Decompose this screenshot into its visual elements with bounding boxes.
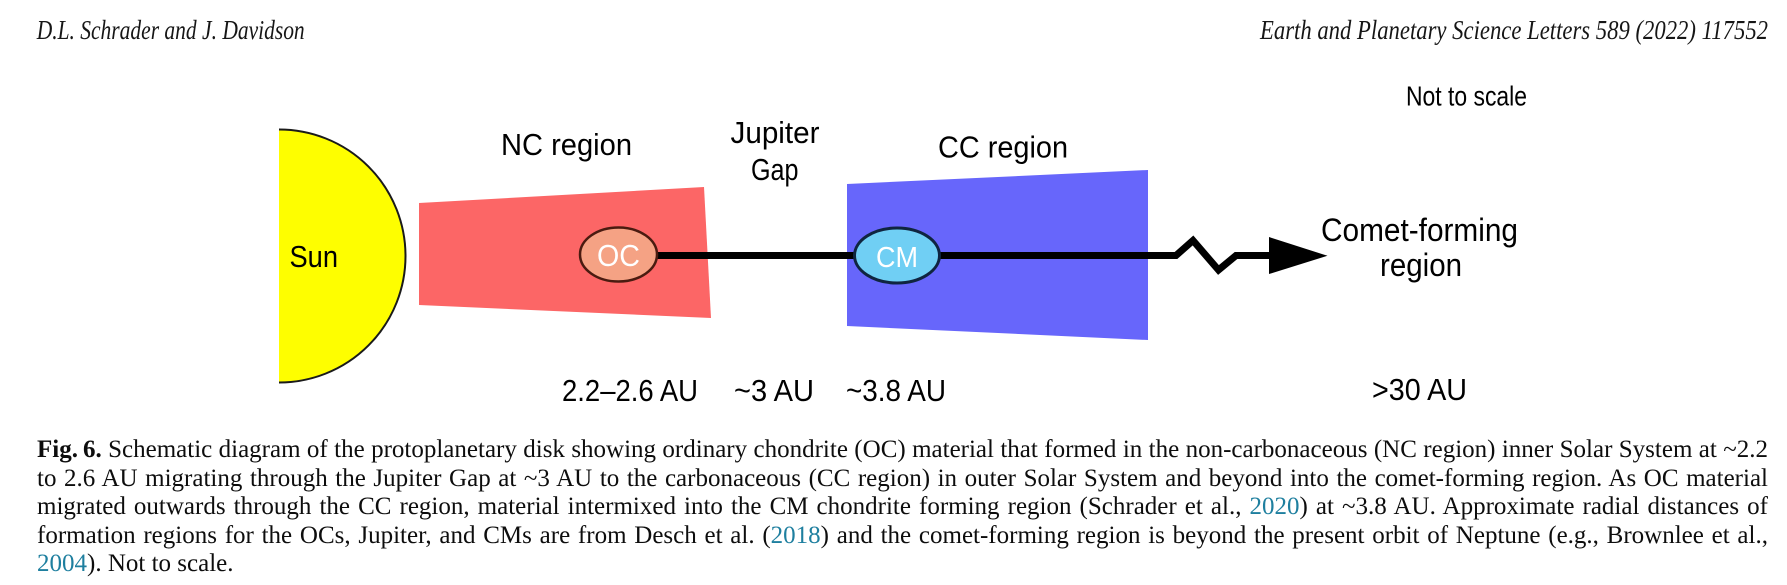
svg-text:Sun: Sun: [290, 239, 339, 274]
svg-text:Earth and Planetary Science Le: Earth and Planetary Science Letters 589 …: [1259, 15, 1768, 45]
svg-text:CM: CM: [876, 242, 918, 274]
svg-text:Not to scale: Not to scale: [1406, 81, 1527, 112]
svg-text:CC region: CC region: [938, 130, 1068, 165]
svg-text:~3.8 AU: ~3.8 AU: [846, 373, 946, 408]
svg-text:D.L. Schrader and J. Davidson: D.L. Schrader and J. Davidson: [36, 15, 305, 45]
svg-text:Jupiter: Jupiter: [731, 115, 820, 150]
svg-text:2.2–2.6 AU: 2.2–2.6 AU: [562, 373, 698, 408]
svg-text:Gap: Gap: [751, 152, 799, 187]
svg-text:NC region: NC region: [501, 127, 632, 162]
svg-text:Comet-forming: Comet-forming: [1321, 212, 1518, 248]
svg-text:region: region: [1380, 247, 1462, 283]
svg-text:>30 AU: >30 AU: [1372, 372, 1467, 407]
svg-text:~3 AU: ~3 AU: [734, 373, 814, 408]
svg-text:OC: OC: [597, 238, 640, 273]
